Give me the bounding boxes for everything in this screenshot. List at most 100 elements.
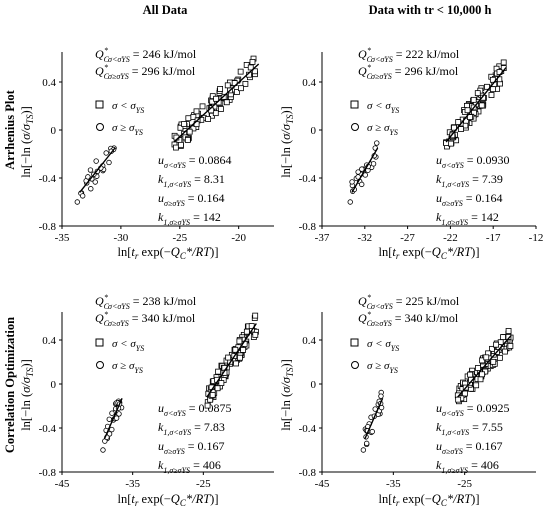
data-point-square xyxy=(489,345,495,352)
data-point-circle xyxy=(106,159,112,166)
data-point-square xyxy=(488,92,495,98)
data-point-square xyxy=(473,382,480,389)
data-point-square xyxy=(242,80,249,87)
fit-parameter-label: uσ≥σYS = 0.167 xyxy=(158,439,225,456)
data-point-square xyxy=(223,99,230,106)
legend-label: σ ≥ σYS xyxy=(367,360,398,375)
x-tick-label: -27 xyxy=(400,232,415,244)
fit-parameter-label: uσ<σYS = 0.0930 xyxy=(436,153,510,170)
data-point-circle xyxy=(347,199,353,205)
data-point-square xyxy=(455,396,462,403)
data-point-circle xyxy=(79,193,86,199)
data-point-square xyxy=(507,343,514,349)
x-axis-title: ln[tr exp(−QC*/RT)] xyxy=(379,492,480,508)
data-point-square xyxy=(224,82,231,89)
data-point-square xyxy=(478,102,485,109)
legend-square-marker xyxy=(95,338,104,347)
data-point-circle xyxy=(355,169,361,175)
x-tick-label: -20 xyxy=(231,232,246,244)
activation-energy-label: QC*σ≥σYS = 340 kJ/mol xyxy=(358,310,459,328)
activation-energy-label: QC*σ≥σYS = 340 kJ/mol xyxy=(95,310,196,328)
activation-energy-label: QC*σ<σYS = 246 kJ/mol xyxy=(95,46,197,64)
data-point-square xyxy=(458,126,464,132)
data-point-square xyxy=(483,354,490,361)
column-title-all-data: All Data xyxy=(143,3,189,17)
data-point-circle xyxy=(369,428,375,435)
data-point-square xyxy=(240,347,247,353)
fit-line xyxy=(103,398,123,440)
data-point-square xyxy=(502,348,508,355)
legend-label: σ < σYS xyxy=(112,338,144,353)
data-point-square xyxy=(500,59,507,66)
y-tick-label: 0 xyxy=(311,379,317,391)
y-axis-title: ln[−ln (σ/σTS)] xyxy=(279,359,295,431)
data-point-square xyxy=(247,64,254,71)
fit-line xyxy=(206,323,257,398)
chart-panel-correlation-all: -0.8 -0.4 0 0.4 -45 -35 -25 ln[tr exp(−QC*/RT)]… xyxy=(19,293,274,508)
data-point-circle xyxy=(370,161,377,167)
data-point-square xyxy=(505,328,512,334)
fit-parameter-label: uσ≥σYS = 0.164 xyxy=(436,191,503,208)
data-point-circle xyxy=(359,181,365,188)
data-point-circle xyxy=(92,179,98,185)
data-point-circle xyxy=(363,440,370,447)
data-point-circle xyxy=(109,426,115,433)
fit-line xyxy=(173,63,260,143)
y-axis-title: ln[−ln (σ/σTS)] xyxy=(19,106,35,178)
fit-parameter-label: k1,σ≥σYS = 406 xyxy=(158,458,221,475)
x-tick-label: -35 xyxy=(125,478,140,490)
y-axis-title: ln[−ln (σ/σTS)] xyxy=(279,106,295,178)
data-point-square xyxy=(252,312,259,319)
x-axis-title: ln[tr exp(−QC*/RT)] xyxy=(118,245,219,261)
legend-label: σ ≥ σYS xyxy=(367,122,398,137)
data-point-circle xyxy=(88,186,94,192)
legend-square-marker xyxy=(350,338,359,347)
fit-parameter-label: k1,σ<σYS = 7.83 xyxy=(158,420,225,437)
legend-circle-marker xyxy=(351,123,359,131)
data-point-circle xyxy=(362,172,369,178)
data-point-square xyxy=(461,390,468,397)
x-tick-label: -12 xyxy=(529,232,544,244)
x-tick-label: -35 xyxy=(55,232,70,244)
data-point-square xyxy=(500,334,506,341)
y-tick-label: 0 xyxy=(51,379,57,391)
fit-parameter-label: k1,σ<σYS = 7.39 xyxy=(436,172,503,189)
data-point-square xyxy=(448,140,454,147)
data-point-square xyxy=(185,115,192,122)
fit-parameter-label: k1,σ<σYS = 7.55 xyxy=(436,420,503,437)
data-point-square xyxy=(475,365,481,371)
data-point-square xyxy=(181,121,187,127)
fit-parameter-label: k1,σ≥σYS = 406 xyxy=(436,458,499,475)
fit-line xyxy=(351,147,379,193)
legend-label: σ ≥ σYS xyxy=(112,360,143,375)
activation-energy-label: QC*σ<σYS = 238 kJ/mol xyxy=(95,293,197,311)
data-point-circle xyxy=(113,415,120,421)
data-point-square xyxy=(218,380,225,386)
data-point-circle xyxy=(74,199,81,205)
x-tick-label: -35 xyxy=(386,478,401,490)
data-point-square xyxy=(177,124,184,131)
data-point-square xyxy=(173,144,179,151)
data-point-square xyxy=(214,385,221,392)
y-tick-label: -0.4 xyxy=(299,173,317,185)
x-tick-label: -32 xyxy=(357,232,372,244)
x-tick-label: -45 xyxy=(55,478,70,490)
fit-line xyxy=(457,335,512,398)
chart-panel-arrhenius-short: -0.8 -0.4 0 0.4 -37 -32 -27 -22 -17 -12 ln[tr exp(… xyxy=(279,46,543,261)
data-point-square xyxy=(225,354,232,361)
data-point-square xyxy=(479,357,486,364)
legend-circle-marker xyxy=(351,361,359,369)
data-point-square xyxy=(455,119,462,125)
row-title-correlation: Correlation Optimization xyxy=(3,317,17,453)
y-tick-label: -0.8 xyxy=(299,467,317,479)
data-point-square xyxy=(237,354,243,361)
data-point-square xyxy=(213,95,219,102)
data-point-square xyxy=(470,96,477,103)
x-tick-label: -25 xyxy=(457,478,472,490)
data-point-circle xyxy=(93,158,99,164)
y-tick-label: 0.4 xyxy=(302,335,316,347)
data-point-square xyxy=(218,106,224,112)
data-point-square xyxy=(236,338,243,345)
fit-parameter-label: uσ<σYS = 0.0875 xyxy=(158,401,232,418)
